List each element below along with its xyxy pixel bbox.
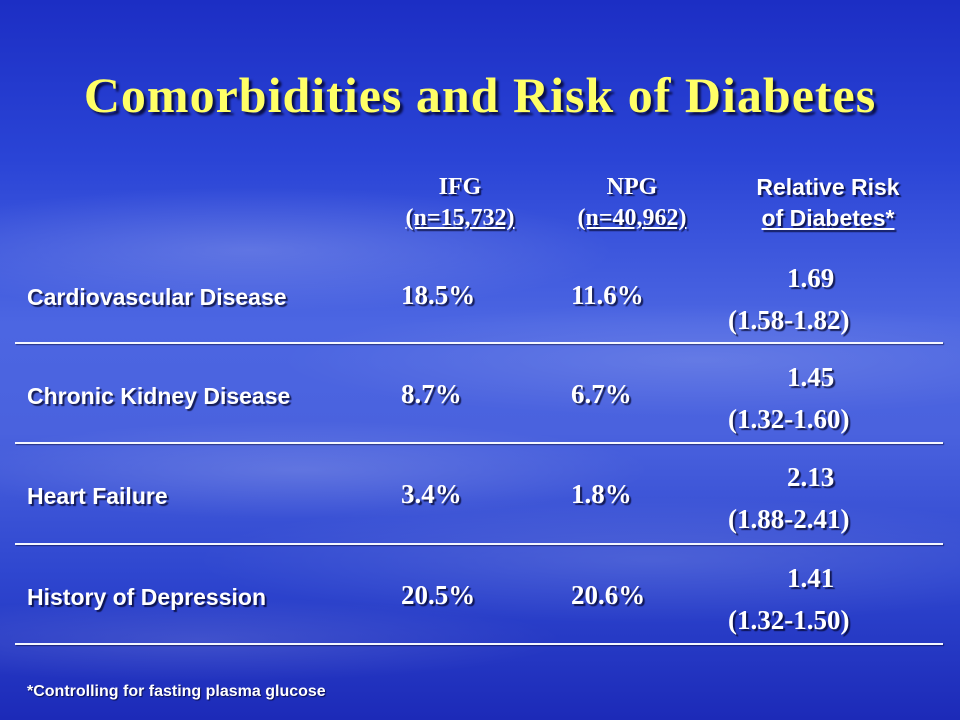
row-label: History of Depression [27,584,266,610]
slide-title: Comorbidities and Risk of Diabetes [83,67,877,123]
table-row: Heart Failure 3.4% 1.8% 2.13 (1.88-2.41) [0,461,960,561]
ifg-value: 8.7% [401,379,462,409]
relative-risk-cell: 1.41 (1.32-1.50) [728,557,918,641]
relative-risk-cell: 1.69 (1.58-1.82) [728,257,918,341]
table-row: History of Depression 20.5% 20.6% 1.41 (… [0,562,960,662]
column-header-rr-line2: of Diabetes* [761,205,895,231]
column-header-npg-n: (n=40,962) [577,205,687,231]
relative-risk-value: 1.69 [787,263,835,293]
footnote: *Controlling for fasting plasma glucose [27,683,326,700]
row-divider [15,342,943,344]
column-header-ifg-name: IFG [438,174,482,200]
npg-value: 6.7% [571,379,632,409]
row-label: Chronic Kidney Disease [27,383,291,409]
row-divider [15,442,943,444]
ifg-value: 3.4% [401,479,462,509]
relative-risk-value: 2.13 [787,462,835,492]
confidence-interval: (1.88-2.41) [728,504,850,534]
confidence-interval: (1.32-1.60) [728,404,850,434]
relative-risk-cell: 2.13 (1.88-2.41) [728,456,918,540]
column-header-rr-line1: Relative Risk [756,174,900,200]
column-header-npg-name: NPG [606,174,658,200]
table-row: Chronic Kidney Disease 8.7% 6.7% 1.45 (1… [0,361,960,461]
npg-value: 11.6% [571,280,644,310]
relative-risk-value: 1.45 [787,362,835,392]
column-header-npg: NPG (n=40,962) [556,172,708,234]
ifg-value: 20.5% [401,580,476,610]
row-label: Cardiovascular Disease [27,284,287,310]
confidence-interval: (1.32-1.50) [728,605,850,635]
npg-value: 20.6% [571,580,646,610]
relative-risk-value: 1.41 [787,563,835,593]
npg-value: 1.8% [571,479,632,509]
column-header-ifg: IFG (n=15,732) [385,172,535,234]
confidence-interval: (1.58-1.82) [728,305,850,335]
row-divider [15,643,943,645]
relative-risk-cell: 1.45 (1.32-1.60) [728,356,918,440]
table-row: Cardiovascular Disease 18.5% 11.6% 1.69 … [0,260,960,360]
column-header-relative-risk: Relative Risk of Diabetes* [728,172,928,234]
row-label: Heart Failure [27,483,168,509]
ifg-value: 18.5% [401,280,476,310]
column-header-ifg-n: (n=15,732) [405,205,515,231]
row-divider [15,543,943,545]
